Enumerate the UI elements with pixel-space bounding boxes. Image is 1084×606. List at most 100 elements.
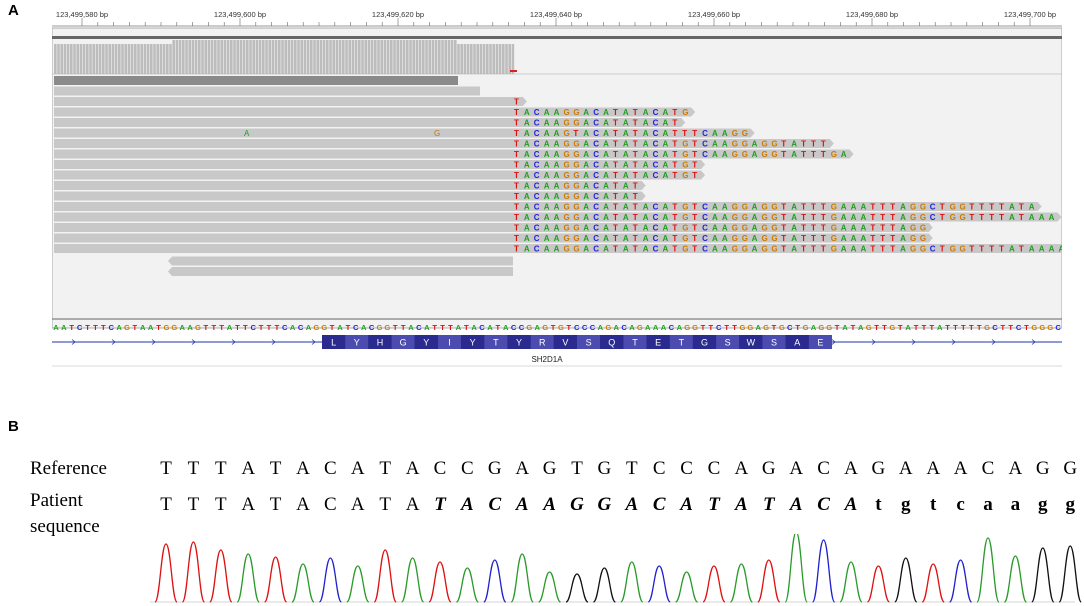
read-base: A	[554, 245, 560, 254]
read-base: T	[633, 108, 638, 117]
coverage-bar	[418, 40, 422, 74]
read-base: T	[801, 213, 806, 222]
read-base: T	[514, 213, 519, 222]
read-base: T	[633, 203, 638, 212]
read-base: A	[861, 224, 867, 233]
trace-peak	[346, 565, 370, 603]
inserted-base: A	[844, 494, 858, 515]
codon-block	[437, 335, 462, 349]
trace-peak	[537, 571, 562, 603]
read-base: C	[534, 213, 540, 222]
soft-clipped-segment	[513, 191, 646, 201]
codon-block	[414, 335, 438, 349]
read-base: T	[692, 129, 697, 138]
read-base: A	[722, 129, 728, 138]
aligned-read	[54, 128, 513, 138]
read-base: C	[593, 119, 599, 128]
trace-peak	[483, 559, 507, 603]
read-base: G	[732, 140, 738, 149]
read-base: C	[593, 224, 599, 233]
reference-base: C	[992, 323, 998, 332]
reference-base: G	[605, 323, 611, 332]
read-base: G	[771, 234, 777, 243]
coverage-bar	[118, 44, 121, 74]
read-base: C	[653, 234, 659, 243]
read-base: C	[593, 245, 599, 254]
coverage-bar	[508, 44, 511, 74]
reference-base: T	[709, 323, 714, 332]
read-base: A	[841, 224, 847, 233]
read-base: A	[544, 182, 550, 191]
coverage-bar	[210, 40, 214, 74]
reference-base: C	[461, 458, 474, 479]
trace-peak	[921, 563, 945, 603]
read-base: T	[811, 213, 816, 222]
reference-base: G	[739, 323, 745, 332]
read-base: T	[969, 203, 974, 212]
trace-peak	[428, 561, 452, 603]
patient-base: g	[901, 494, 911, 515]
read-base: A	[623, 224, 629, 233]
read-base: C	[534, 129, 540, 138]
reference-base: G	[384, 323, 390, 332]
reference-base: T	[567, 323, 572, 332]
read-base: G	[573, 150, 579, 159]
trace-peak	[318, 557, 343, 603]
read-base: T	[801, 245, 806, 254]
read-base: T	[870, 203, 875, 212]
coverage-bar	[223, 40, 227, 74]
read-base: C	[534, 119, 540, 128]
read-base: T	[989, 213, 994, 222]
read-base: T	[514, 224, 519, 233]
chromatogram-trace	[150, 534, 1082, 603]
codon-block	[646, 335, 670, 349]
coverage-bar	[278, 40, 281, 74]
coverage-bar	[476, 44, 479, 74]
read-base: T	[633, 182, 638, 191]
trace-peak	[976, 537, 1000, 603]
read-base: C	[702, 234, 708, 243]
read-base: A	[524, 224, 530, 233]
coverage-bar	[86, 44, 89, 74]
reference-base: T	[219, 323, 224, 332]
reference-base: T	[235, 323, 240, 332]
codon-block	[808, 335, 832, 349]
reference-base: A	[424, 323, 430, 332]
read-base: C	[653, 119, 659, 128]
read-base: A	[583, 203, 589, 212]
read-base: G	[831, 203, 837, 212]
read-base: G	[771, 213, 777, 222]
read-base: T	[781, 234, 786, 243]
read-base: G	[742, 203, 748, 212]
coverage-bar	[108, 44, 111, 74]
read-base: A	[752, 150, 758, 159]
coverage-bar	[207, 40, 211, 74]
read-base: A	[524, 245, 530, 254]
inserted-base: G	[597, 494, 612, 515]
reference-base: A	[361, 323, 367, 332]
reference-base: T	[701, 323, 706, 332]
reference-base: G	[1035, 458, 1050, 479]
read-base: G	[831, 234, 837, 243]
coverage-bar	[297, 40, 300, 74]
reference-base: A	[350, 458, 365, 479]
patient-base: T	[379, 494, 391, 515]
read-base: A	[583, 182, 589, 191]
aligned-read	[54, 181, 513, 190]
read-base: A	[663, 129, 669, 138]
trace-peak	[291, 563, 315, 603]
amino-acid: T	[679, 338, 685, 348]
reference-base: A	[645, 323, 651, 332]
read-base: A	[623, 129, 629, 138]
read-base: A	[524, 171, 530, 180]
read-base: A	[544, 245, 550, 254]
trace-peak	[181, 541, 206, 603]
reference-base: A	[844, 458, 858, 479]
read-base: T	[821, 140, 826, 149]
coverage-bar	[406, 40, 409, 74]
reference-base: G	[889, 323, 895, 332]
read-base: T	[821, 245, 826, 254]
reference-base: C	[519, 323, 525, 332]
mismatch-base: A	[244, 129, 250, 138]
read-base: T	[801, 140, 806, 149]
